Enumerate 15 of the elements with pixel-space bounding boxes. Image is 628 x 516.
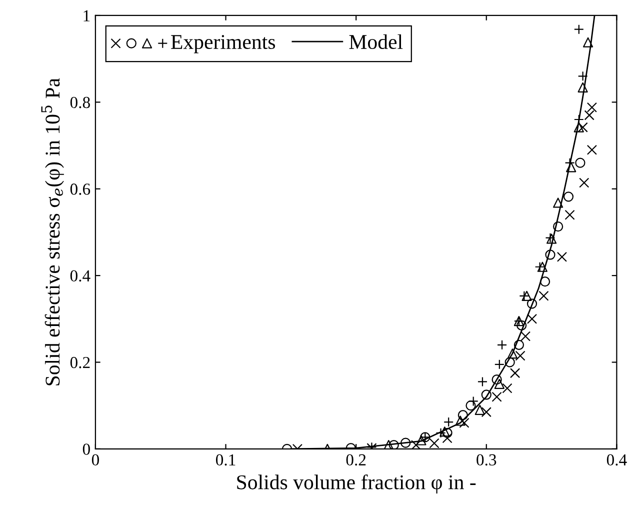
x-tick-label: 0.3 xyxy=(476,454,496,466)
y-tick-label: 0.4 xyxy=(70,270,90,282)
y-tick-label: 0.6 xyxy=(70,184,90,195)
x-axis-title: Solids volume fraction φ in - xyxy=(237,474,476,494)
legend-label: Experiments xyxy=(171,35,275,54)
y-axis-title: Solid effective stress σ$_{e}$(φ) in 10$^{5}$ Pa xyxy=(41,78,64,386)
y-tick-label: 0 xyxy=(82,444,90,455)
x-tick-label: 0.1 xyxy=(216,454,236,466)
legend-label: Model xyxy=(349,34,403,50)
x-tick-label: 0.2 xyxy=(346,454,366,466)
y-tick-label: 1 xyxy=(84,10,90,22)
x-tick-label: 0.4 xyxy=(606,454,627,466)
x-tick-label: 0 xyxy=(92,454,99,466)
y-tick-label: 0.8 xyxy=(70,96,90,108)
y-tick-label: 0.2 xyxy=(70,356,90,368)
